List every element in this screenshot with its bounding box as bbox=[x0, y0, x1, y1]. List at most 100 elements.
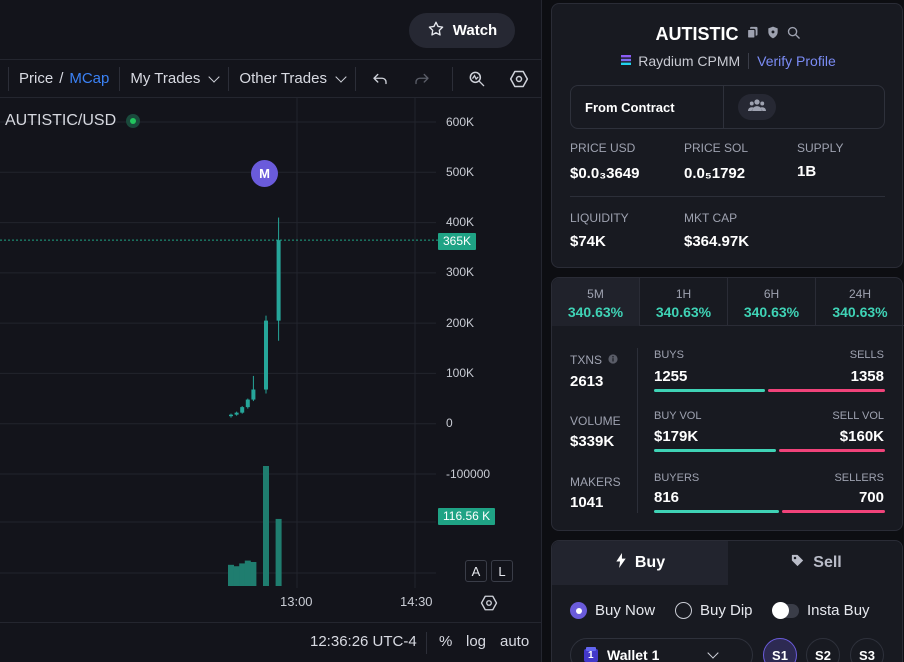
chevron-down-icon bbox=[335, 70, 347, 83]
price-option[interactable]: Price bbox=[19, 70, 54, 87]
wallet-selector[interactable]: 1 Wallet 1 bbox=[570, 638, 753, 662]
toggle-switch[interactable] bbox=[772, 601, 799, 619]
sell-tab-label: Sell bbox=[813, 554, 842, 571]
tab-label: 24H bbox=[848, 287, 871, 301]
search-icon[interactable] bbox=[786, 24, 801, 45]
txns-value: 2613 bbox=[570, 373, 604, 390]
chart-toolbar: Price / MCap My Trades Other Trades bbox=[0, 60, 542, 98]
toggle-slash: / bbox=[59, 70, 64, 87]
auto-scale-button[interactable]: A bbox=[465, 560, 487, 582]
log-scale-toggle[interactable]: log bbox=[466, 633, 487, 650]
watch-button[interactable]: Watch bbox=[409, 13, 515, 48]
tab-24h[interactable]: 24H 340.63% bbox=[816, 278, 904, 326]
chart-panel: Watch Price / MCap My Trades Other Trade… bbox=[0, 0, 542, 662]
tab-6h[interactable]: 6H 340.63% bbox=[728, 278, 816, 326]
activity-card: 5M 340.63% 1H 340.63% 6H 340.63% 24H 340… bbox=[551, 277, 904, 531]
y-axis-label: 0 bbox=[446, 416, 453, 430]
volume-value: $339K bbox=[570, 433, 615, 450]
slot-s3-button[interactable]: S3 bbox=[850, 638, 884, 662]
chart-footer: 12:36:26 UTC-4 % log auto bbox=[0, 622, 542, 662]
volume-bar bbox=[228, 564, 234, 586]
tab-buy[interactable]: Buy bbox=[552, 541, 728, 585]
info-icon[interactable] bbox=[608, 353, 618, 367]
watch-label: Watch bbox=[452, 22, 498, 39]
tab-change: 340.63% bbox=[655, 304, 712, 320]
toolbar-divider bbox=[354, 66, 356, 91]
timeframe-tabs: 5M 340.63% 1H 340.63% 6H 340.63% 24H 340… bbox=[552, 278, 904, 326]
pool-name: Raydium CPMM bbox=[638, 53, 741, 69]
tab-1h[interactable]: 1H 340.63% bbox=[640, 278, 728, 326]
tab-label: 6H bbox=[763, 287, 780, 301]
txns-label: TXNS bbox=[570, 353, 603, 367]
price-sol-value: 0.0₅1792 bbox=[684, 165, 746, 182]
community-button[interactable] bbox=[738, 94, 776, 120]
tab-change: 340.63% bbox=[832, 304, 888, 320]
settings-hex-icon[interactable] bbox=[509, 69, 529, 89]
sells-value: 1358 bbox=[850, 368, 884, 385]
percent-scale-button[interactable]: % bbox=[439, 633, 453, 650]
tab-sell[interactable]: Sell bbox=[728, 541, 904, 585]
y-axis-label: 400K bbox=[446, 215, 475, 229]
other-trades-dropdown[interactable]: Other Trades bbox=[229, 70, 355, 87]
other-trades-label: Other Trades bbox=[239, 70, 327, 87]
raydium-icon bbox=[620, 53, 632, 69]
clock-display[interactable]: 12:36:26 UTC-4 bbox=[310, 633, 417, 650]
live-status-icon bbox=[126, 114, 141, 128]
migration-marker[interactable]: M bbox=[251, 160, 278, 187]
token-name: AUTISTIC bbox=[655, 24, 739, 44]
contract-bar: From Contract bbox=[570, 85, 885, 129]
slot-s1-button[interactable]: S1 bbox=[763, 638, 797, 662]
my-trades-dropdown[interactable]: My Trades bbox=[120, 70, 228, 87]
activity-divider bbox=[637, 348, 638, 513]
buys-ratio-bar bbox=[654, 389, 765, 392]
mcap-option[interactable]: MCap bbox=[69, 70, 110, 87]
y-axis-label: 200K bbox=[446, 316, 475, 330]
price-chart[interactable]: AUTISTIC/USD M 600K 500K 400K 300K 200K … bbox=[0, 98, 542, 618]
stats-divider bbox=[570, 196, 885, 197]
undo-icon[interactable] bbox=[370, 69, 390, 89]
indicator-search-icon[interactable] bbox=[467, 69, 487, 89]
buy-now-label: Buy Now bbox=[595, 602, 656, 619]
pool-info: Raydium CPMM bbox=[620, 53, 740, 69]
toolbar-divider bbox=[119, 66, 121, 91]
price-mcap-toggle[interactable]: Price / MCap bbox=[9, 70, 119, 87]
volume-label: VOLUME bbox=[570, 414, 621, 428]
verify-profile-link[interactable]: Verify Profile bbox=[757, 53, 836, 69]
volume-bar bbox=[233, 566, 240, 586]
mkt-cap-value: $364.97K bbox=[684, 233, 750, 250]
candle-body bbox=[264, 320, 268, 390]
wallet-number: 1 bbox=[588, 650, 594, 661]
sellers-ratio-bar bbox=[782, 510, 885, 513]
slot-s2-button[interactable]: S2 bbox=[806, 638, 840, 662]
chevron-down-icon bbox=[707, 647, 720, 659]
last-price-tag: 365K bbox=[438, 233, 477, 250]
buy-now-option[interactable]: Buy Now bbox=[570, 602, 655, 619]
sell-vol-ratio-bar bbox=[779, 449, 885, 452]
supply-value: 1B bbox=[797, 163, 817, 180]
token-subtitle: Raydium CPMM Verify Profile bbox=[552, 53, 904, 69]
buy-dip-option[interactable]: Buy Dip bbox=[675, 602, 753, 619]
tag-icon bbox=[790, 553, 805, 573]
copy-icon[interactable] bbox=[745, 24, 760, 45]
users-icon bbox=[748, 98, 766, 117]
candle-body bbox=[245, 399, 250, 408]
sell-vol-value: $160K bbox=[839, 428, 884, 445]
shield-icon[interactable] bbox=[766, 24, 780, 45]
toolbar-divider bbox=[228, 66, 230, 91]
y-axis-label: 100K bbox=[446, 366, 475, 380]
buys-value: 1255 bbox=[654, 368, 688, 385]
sells-ratio-bar bbox=[768, 389, 885, 392]
y-axis-label: 500K bbox=[446, 165, 475, 179]
tab-5m[interactable]: 5M 340.63% bbox=[552, 278, 640, 326]
chart-header: Watch bbox=[0, 0, 542, 60]
log-scale-button[interactable]: L bbox=[491, 560, 513, 582]
redo-icon[interactable] bbox=[412, 69, 432, 89]
sells-label: SELLS bbox=[849, 349, 884, 361]
insta-buy-toggle[interactable]: Insta Buy bbox=[772, 601, 870, 619]
auto-scale-toggle[interactable]: auto bbox=[500, 633, 530, 650]
buyers-ratio-bar bbox=[654, 510, 779, 513]
from-contract-button[interactable]: From Contract bbox=[571, 86, 724, 128]
chart-canvas[interactable] bbox=[0, 98, 542, 618]
toolbar-divider bbox=[8, 66, 9, 91]
sellers-label: SELLERS bbox=[834, 472, 884, 484]
